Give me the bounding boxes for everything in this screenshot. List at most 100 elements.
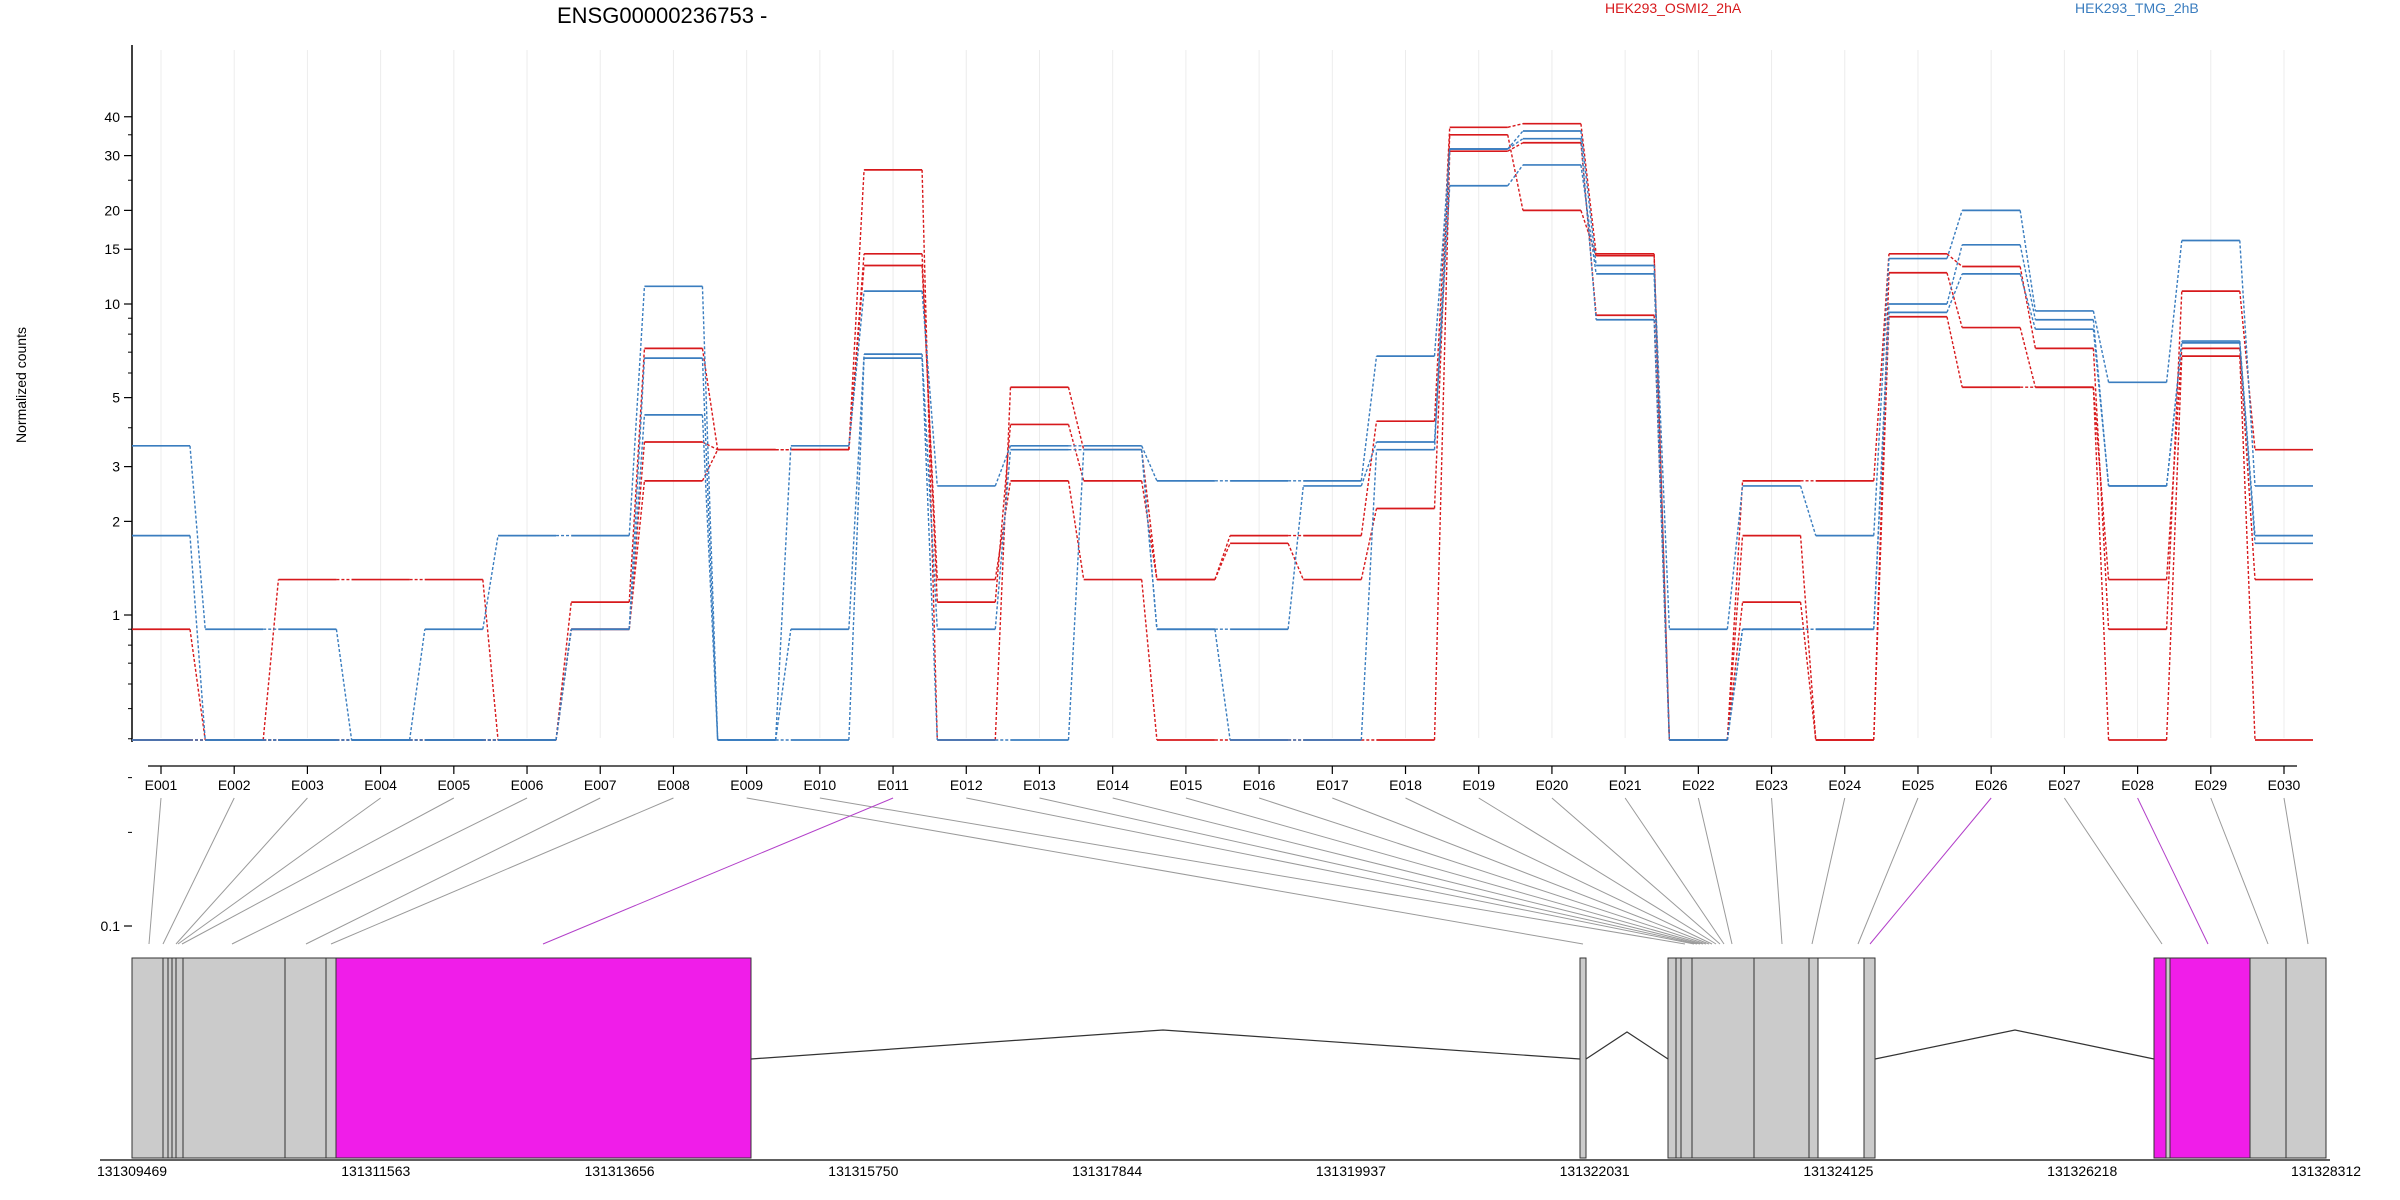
data-connector	[1067, 480, 1085, 580]
intron-line	[1874, 1029, 2155, 1060]
data-connector	[994, 387, 1012, 741]
exon-connector	[1112, 797, 1701, 945]
data-connector	[994, 480, 1012, 580]
exon-box	[1817, 957, 1865, 1159]
data-connector	[2019, 210, 2037, 312]
exon-connector	[819, 797, 1686, 945]
genome-coord-label: 131326218	[2047, 1163, 2117, 1179]
data-connector	[848, 169, 865, 450]
x-tick-label: E013	[1023, 777, 1056, 793]
data-connector	[1799, 535, 1817, 741]
x-tick-label: E022	[1682, 777, 1715, 793]
data-connector	[2092, 329, 2110, 487]
data-connector	[628, 414, 646, 630]
x-tick-label: E021	[1609, 777, 1642, 793]
x-tick-label: E030	[2268, 777, 2301, 793]
data-connector	[555, 629, 572, 741]
series-lines	[132, 122, 2313, 741]
data-connector	[1287, 485, 1305, 630]
y-tick-label: 5	[112, 390, 120, 406]
data-connector	[1214, 629, 1231, 741]
y-tick-label: 40	[104, 109, 120, 125]
genome-coord-label: 131328312	[2291, 1163, 2361, 1179]
x-tick-label: E012	[950, 777, 983, 793]
x-tick-label: E011	[877, 777, 909, 793]
data-connector	[1946, 316, 1963, 388]
data-connector	[2239, 348, 2256, 580]
data-connector	[2239, 342, 2256, 544]
x-tick-label: E005	[437, 777, 470, 793]
x-tick-label: E027	[2048, 777, 2081, 793]
exon-connector	[1771, 797, 1783, 945]
exon-connector	[542, 797, 894, 945]
data-connector	[1507, 130, 1524, 150]
data-connector	[1360, 421, 1378, 536]
exon-box	[2169, 957, 2251, 1159]
data-connector	[1873, 316, 1890, 741]
data-connector	[1214, 543, 1231, 580]
genome-coord-label: 131317844	[1072, 1163, 1142, 1179]
exon-box	[131, 957, 164, 1159]
data-connector	[555, 602, 572, 741]
gridlines	[160, 50, 2285, 738]
data-connector	[1067, 387, 1085, 450]
gene-title: ENSG00000236753 -	[557, 3, 767, 28]
data-connector	[1653, 265, 1671, 630]
data-connector	[1799, 602, 1817, 741]
x-tick-label: E009	[730, 777, 763, 793]
data-connector	[335, 629, 353, 741]
exon-connector	[1697, 797, 1733, 945]
exon-connector	[2137, 797, 2209, 945]
data-connector	[2165, 356, 2183, 741]
genome-coord-label: 131309469	[97, 1163, 167, 1179]
data-connector	[1433, 151, 1451, 741]
x-tick-label: E028	[2121, 777, 2154, 793]
data-connector	[2019, 266, 2037, 349]
data-connector	[189, 535, 206, 741]
x-tick-label: E006	[511, 777, 544, 793]
data-connector	[1507, 164, 1524, 187]
x-tick-label: E004	[364, 777, 397, 793]
y-tick-label: 10	[104, 296, 120, 312]
exon-connector	[2283, 797, 2309, 945]
data-connector	[2165, 291, 2183, 630]
exon-connector	[1811, 797, 1846, 945]
data-connector	[189, 629, 206, 741]
data-connector	[1873, 312, 1890, 630]
data-connector	[1580, 130, 1597, 266]
genome-coord-label: 131322031	[1560, 1163, 1630, 1179]
data-connector	[1140, 480, 1158, 580]
data-connector	[1580, 138, 1597, 320]
y-tick-label: 15	[104, 241, 120, 257]
data-connector	[1946, 272, 1963, 328]
exon-box	[171, 957, 177, 1159]
data-connector	[2092, 310, 2110, 383]
exon-box	[2285, 957, 2327, 1159]
legend-entry-tmg: HEK293_TMG_2hB	[2075, 0, 2199, 16]
exon-box	[1691, 957, 1755, 1159]
data-connector	[701, 348, 719, 450]
exon-connector	[1869, 797, 1992, 945]
exon-connector	[746, 797, 1584, 945]
exon-connector	[2063, 797, 2163, 945]
data-connector	[482, 579, 499, 741]
data-connector	[1946, 244, 1963, 305]
data-connector	[1141, 445, 1158, 482]
data-connector	[1433, 148, 1451, 450]
data-connector	[701, 358, 719, 741]
data-connector	[2165, 240, 2183, 383]
exon-connector	[1857, 797, 1919, 945]
x-tick-label: E020	[1536, 777, 1569, 793]
data-connector	[1580, 123, 1597, 254]
data-connector	[2239, 240, 2256, 486]
data-connector	[1726, 602, 1744, 741]
exon-connector	[1332, 797, 1710, 945]
exon-box	[2153, 957, 2167, 1159]
x-tick-label: E016	[1243, 777, 1276, 793]
x-tick-label: E024	[1828, 777, 1861, 793]
exon-connector	[177, 797, 381, 945]
data-connector	[2092, 387, 2110, 580]
y-tick-label: 3	[112, 459, 120, 475]
data-connector	[482, 535, 499, 630]
